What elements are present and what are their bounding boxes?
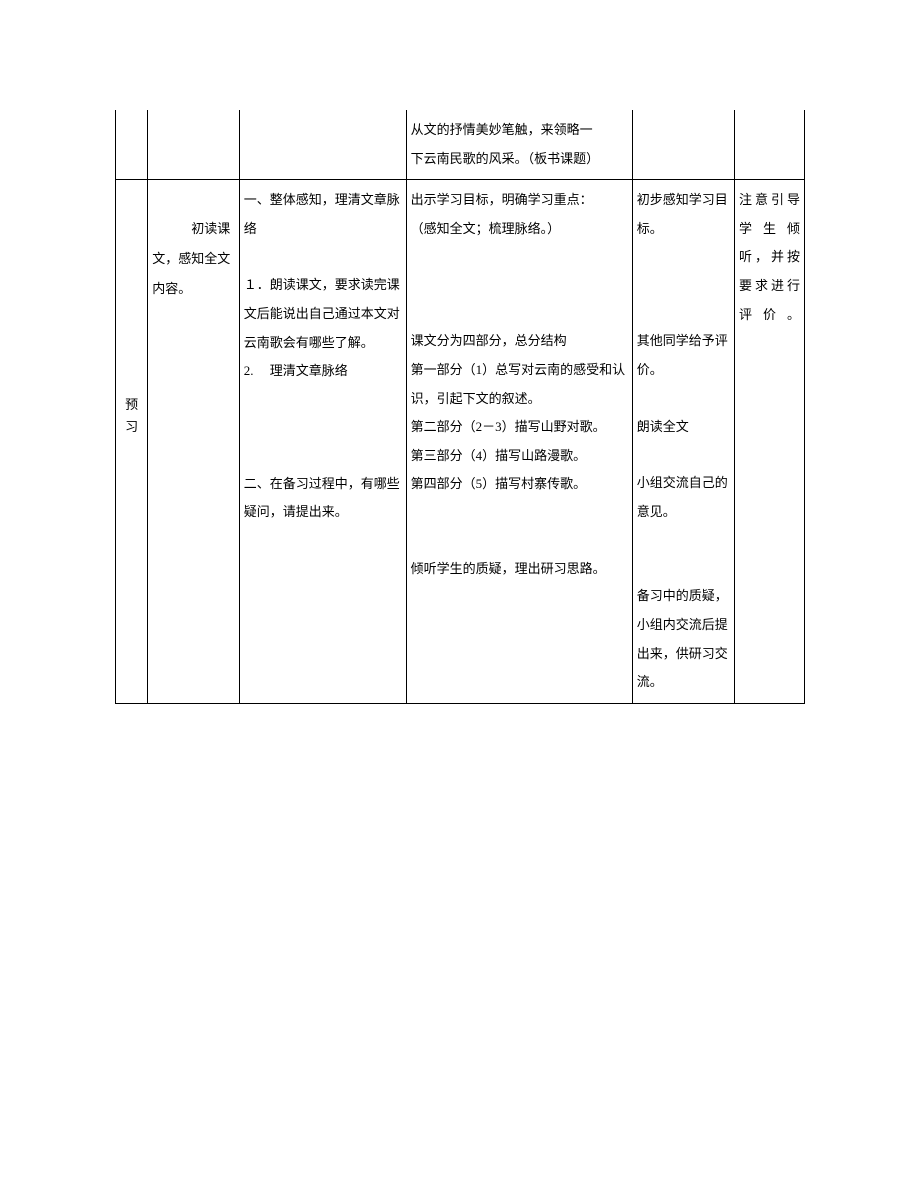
notes-text: 注意引导学生倾听，并按要求进行评价。 (739, 186, 800, 329)
table-row: 预 习 初读课文，感知全文内容。 一、整体感知，理清文章脉络 １．朗读课文，要求… (116, 180, 805, 704)
activity-heading: 一、整体感知，理清文章脉络 (244, 186, 402, 243)
student-para: 朗读全文 (637, 413, 730, 442)
cell-subtopic (148, 110, 240, 180)
cell-notes: 注意引导学生倾听，并按要求进行评价。 (735, 180, 805, 704)
section-char: 预 (120, 396, 143, 414)
teacher-line: 课文分为四部分，总分结构 (411, 327, 628, 356)
section-char: 习 (120, 418, 143, 436)
cell-student-action: 初步感知学习目标。 其他同学给予评价。 朗读全文 小组交流自己的意见。 备习中的… (632, 180, 734, 704)
table-row: 从文的抒情美妙笔触，来领略一 下云南民歌的风采。（板书课题） (116, 110, 805, 180)
text-line: 从文的抒情美妙笔触，来领略一 (411, 116, 628, 145)
teacher-line: 第三部分（4）描写山路漫歌。 (411, 442, 628, 471)
teacher-line: 倾听学生的质疑，理出研习思路。 (411, 555, 628, 584)
cell-teacher-action: 从文的抒情美妙笔触，来领略一 下云南民歌的风采。（板书课题） (406, 110, 632, 180)
teacher-line: 第一部分（1）总写对云南的感受和认识，引起下文的叙述。 (411, 356, 628, 413)
cell-notes (735, 110, 805, 180)
cell-section-label (116, 110, 148, 180)
cell-student-action (632, 110, 734, 180)
student-para: 其他同学给予评价。 (637, 327, 730, 384)
cell-teacher-action: 出示学习目标，明确学习重点： （感知全文；梳理脉络。） 课文分为四部分，总分结构… (406, 180, 632, 704)
text-line: 下云南民歌的风采。（板书课题） (411, 145, 628, 174)
lesson-plan-table: 从文的抒情美妙笔触，来领略一 下云南民歌的风采。（板书课题） 预 习 初读课文，… (115, 110, 805, 704)
student-para: 备习中的质疑，小组内交流后提出来，供研习交流。 (637, 582, 730, 696)
activity-item: １．朗读课文，要求读完课文后能说出自己通过本文对云南歌会有哪些了解。 (244, 271, 402, 357)
cell-activity: 一、整体感知，理清文章脉络 １．朗读课文，要求读完课文后能说出自己通过本文对云南… (239, 180, 406, 704)
activity-item: 2. 理清文章脉络 (244, 357, 402, 386)
cell-subtopic: 初读课文，感知全文内容。 (148, 180, 240, 704)
student-para: 小组交流自己的意见。 (637, 469, 730, 526)
teacher-line: 出示学习目标，明确学习重点： (411, 186, 628, 215)
cell-section-label: 预 习 (116, 180, 148, 704)
student-para: 初步感知学习目标。 (637, 186, 730, 243)
teacher-line: 第四部分（5）描写村寨传歌。 (411, 470, 628, 499)
teacher-line: （感知全文；梳理脉络。） (411, 215, 628, 244)
cell-activity (239, 110, 406, 180)
teacher-line: 第二部分（2－3）描写山野对歌。 (411, 413, 628, 442)
activity-heading: 二、在备习过程中，有哪些疑问，请提出来。 (244, 470, 402, 527)
subtopic-text: 初读课文，感知全文内容。 (152, 214, 235, 304)
